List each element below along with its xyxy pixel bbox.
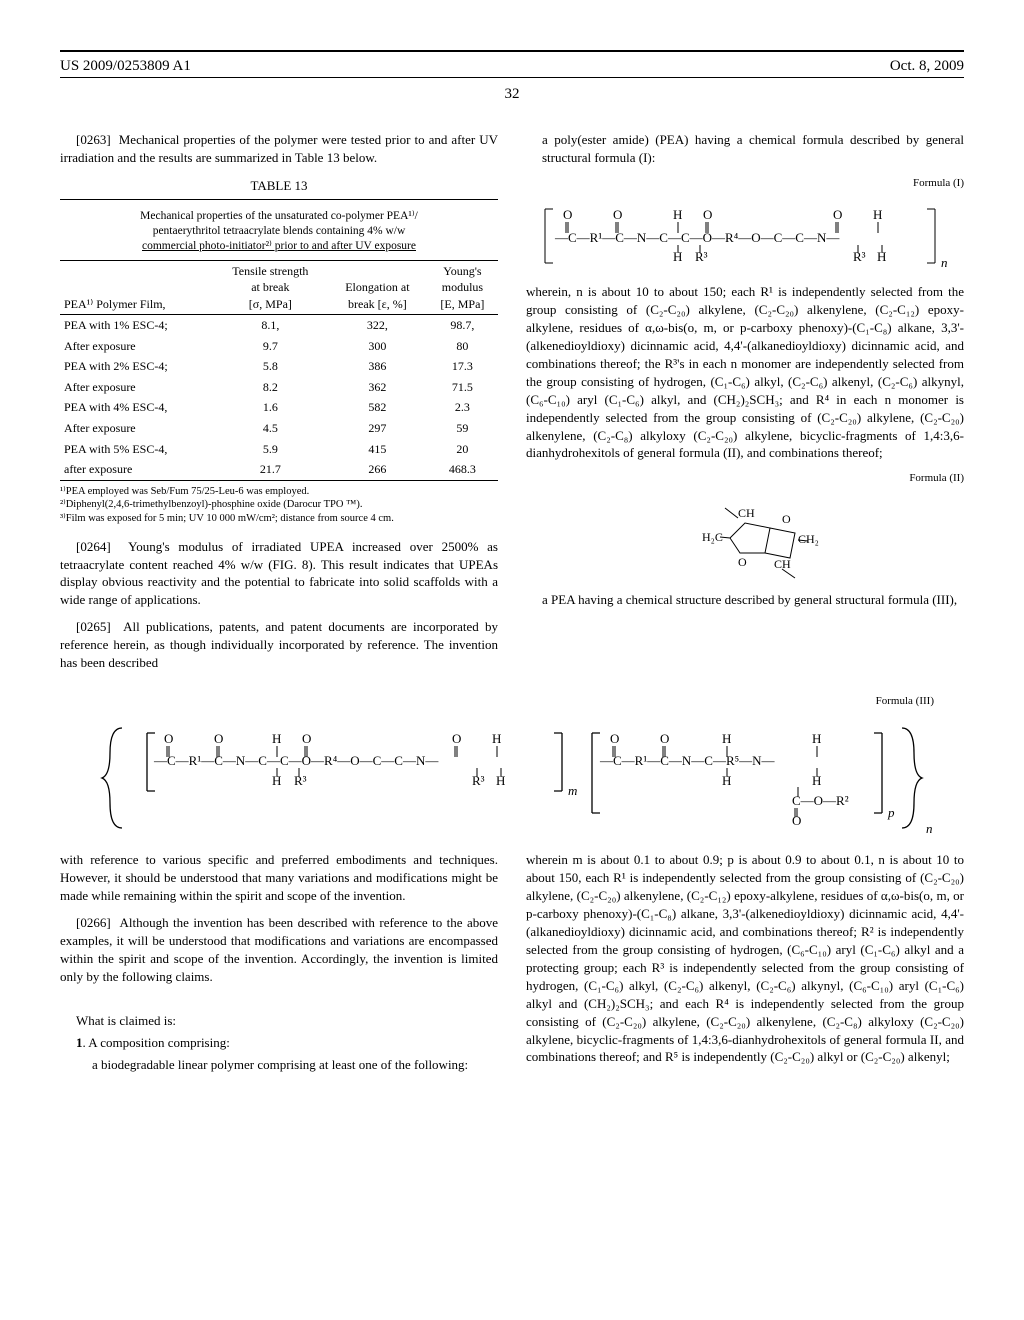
- pea-intro: a poly(ester amide) (PEA) having a chemi…: [526, 131, 964, 167]
- formula-2: CH O H₂C CH₂ O CH: [526, 493, 964, 583]
- lower-right-column: wherein m is about 0.1 to about 0.9; p i…: [526, 851, 964, 1077]
- claims-intro: What is claimed is:: [60, 1012, 498, 1030]
- formula2-label: Formula (II): [526, 471, 964, 486]
- table-row: After exposure8.236271.5: [60, 377, 498, 398]
- svg-text:CH₂: CH₂: [798, 532, 819, 546]
- publication-date: Oct. 8, 2009: [890, 58, 964, 75]
- svg-text:H: H: [812, 731, 821, 746]
- formula1-label: Formula (I): [526, 176, 964, 191]
- claim-1-sub: a biodegradable linear polymer comprisin…: [60, 1056, 498, 1074]
- svg-text:CH: CH: [738, 506, 755, 520]
- svg-text:R³: R³: [472, 773, 485, 788]
- table-row: after exposure21.7266468.3: [60, 459, 498, 480]
- formula-1-svg: OOHOOH —C—R¹—C—N—C—C—O—R⁴—O—C—C—N— HR³R³…: [535, 197, 955, 275]
- claim-1: 1. A composition comprising:: [60, 1034, 498, 1052]
- upper-columns: [0263] Mechanical properties of the poly…: [60, 131, 964, 681]
- formula-3-svg: O O H O O H —C—R¹—C—N—C—C—O—R⁴—O—C—C—N— H R³ R³…: [92, 713, 932, 843]
- th-film: PEA¹⁾ Polymer Film,: [60, 260, 213, 315]
- formula-1: OOHOOH —C—R¹—C—N—C—C—O—R⁴—O—C—C—N— HR³R³…: [526, 197, 964, 275]
- footnote-1: ¹⁾PEA employed was Seb/Fum 75/25-Leu-6 w…: [60, 485, 498, 499]
- svg-text:n: n: [926, 821, 932, 836]
- lower-columns: with reference to various specific and p…: [60, 851, 964, 1077]
- svg-text:—C—R¹—C—N—C—R⁵—N—: —C—R¹—C—N—C—R⁵—N—: [599, 753, 776, 768]
- table-13: Mechanical properties of the unsaturated…: [60, 199, 498, 481]
- para-0266-text: Although the invention has been describe…: [60, 915, 498, 984]
- formula-2-svg: CH O H₂C CH₂ O CH: [690, 493, 830, 583]
- svg-text:O: O: [833, 207, 842, 222]
- para-0264-text: Young's modulus of irradiated UPEA incre…: [60, 539, 498, 608]
- para-0266: [0266] Although the invention has been d…: [60, 914, 498, 986]
- claims-section: What is claimed is: 1. A composition com…: [60, 1012, 498, 1074]
- lower-left-column: with reference to various specific and p…: [60, 851, 498, 1077]
- claim-1-text: . A composition comprising:: [83, 1035, 230, 1050]
- svg-text:R³: R³: [294, 773, 307, 788]
- para-0263: [0263] Mechanical properties of the poly…: [60, 131, 498, 167]
- svg-text:H: H: [722, 731, 731, 746]
- svg-text:R³: R³: [853, 249, 866, 264]
- para-0265-cont: with reference to various specific and p…: [60, 851, 498, 905]
- svg-text:O: O: [563, 207, 572, 222]
- pea-wherein: wherein, n is about 10 to about 150; eac…: [526, 283, 964, 462]
- svg-text:O: O: [610, 731, 619, 746]
- svg-text:—C—R¹—C—N—C—C—O—R⁴—O—C—C—N—: —C—R¹—C—N—C—C—O—R⁴—O—C—C—N—: [153, 753, 439, 768]
- para-num-0264: [0264]: [76, 539, 111, 554]
- table-row: After exposure4.529759: [60, 418, 498, 439]
- table-row: PEA with 1% ESC-4;8.1,322,98.7,: [60, 315, 498, 336]
- table13-caption: Mechanical properties of the unsaturated…: [64, 209, 494, 254]
- th-elongation: Elongation atbreak [ε, %]: [328, 260, 427, 315]
- patent-number: US 2009/0253809 A1: [60, 58, 191, 75]
- svg-text:H: H: [272, 731, 281, 746]
- table-row: PEA with 4% ESC-4,1.65822.3: [60, 397, 498, 418]
- th-youngs: Young'smodulus[E, MPa]: [427, 260, 498, 315]
- svg-text:R³: R³: [695, 249, 708, 264]
- formula3-block: Formula (III) OOHOOH —C—R¹—C—N—: [60, 695, 964, 843]
- para-0265-text: All publications, patents, and patent do…: [60, 619, 498, 670]
- para-num-0265: [0265]: [76, 619, 111, 634]
- footnote-3: ³⁾Film was exposed for 5 min; UV 10 000 …: [60, 512, 498, 526]
- patent-page: US 2009/0253809 A1 Oct. 8, 2009 32 [0263…: [0, 0, 1024, 1320]
- header-rule-bottom: [60, 77, 964, 78]
- pea3-intro: a PEA having a chemical structure descri…: [526, 591, 964, 609]
- svg-text:O: O: [302, 731, 311, 746]
- svg-text:O: O: [452, 731, 461, 746]
- svg-text:m: m: [568, 783, 577, 798]
- table13-label: TABLE 13: [60, 177, 498, 195]
- svg-text:O: O: [214, 731, 223, 746]
- table13-header-row: PEA¹⁾ Polymer Film, Tensile strengthat b…: [60, 260, 498, 315]
- page-header: US 2009/0253809 A1 Oct. 8, 2009: [60, 58, 964, 75]
- svg-text:O: O: [738, 555, 747, 569]
- table13-footnotes: ¹⁾PEA employed was Seb/Fum 75/25-Leu-6 w…: [60, 485, 498, 526]
- table-row: After exposure9.730080: [60, 336, 498, 357]
- th-tensile: Tensile strengthat break[σ, MPa]: [213, 260, 328, 315]
- svg-text:p: p: [887, 805, 895, 820]
- svg-text:H: H: [673, 207, 682, 222]
- svg-text:O: O: [613, 207, 622, 222]
- svg-text:H₂C: H₂C: [702, 530, 723, 544]
- svg-text:O: O: [164, 731, 173, 746]
- table-row: PEA with 5% ESC-4,5.941520: [60, 439, 498, 460]
- page-number: 32: [60, 86, 964, 103]
- para-0263-text: Mechanical properties of the polymer wer…: [60, 132, 498, 165]
- svg-text:—C—R¹—C—N—C—C—O—R⁴—O—C—C—N—: —C—R¹—C—N—C—C—O—R⁴—O—C—C—N—: [554, 230, 840, 245]
- svg-text:C—O—R²: C—O—R²: [792, 793, 849, 808]
- svg-text:O: O: [703, 207, 712, 222]
- formula3-wherein: wherein m is about 0.1 to about 0.9; p i…: [526, 851, 964, 1066]
- svg-text:H: H: [492, 731, 501, 746]
- para-num-0266: [0266]: [76, 915, 111, 930]
- header-rule-top: [60, 50, 964, 52]
- left-column: [0263] Mechanical properties of the poly…: [60, 131, 498, 681]
- svg-text:O: O: [782, 512, 791, 526]
- para-num-0263: [0263]: [76, 132, 111, 147]
- formula3-label: Formula (III): [60, 695, 964, 707]
- para-0264: [0264] Young's modulus of irradiated UPE…: [60, 538, 498, 610]
- formula-3: O O H O O H —C—R¹—C—N—C—C—O—R⁴—O—C—C—N— H R³ R³…: [60, 713, 964, 843]
- svg-text:H: H: [873, 207, 882, 222]
- svg-text:n: n: [941, 255, 948, 270]
- footnote-2: ²⁾Diphenyl(2,4,6-trimethylbenzoyl)-phosp…: [60, 498, 498, 512]
- table-row: PEA with 2% ESC-4;5.838617.3: [60, 356, 498, 377]
- para-0265: [0265] All publications, patents, and pa…: [60, 618, 498, 672]
- right-column: a poly(ester amide) (PEA) having a chemi…: [526, 131, 964, 681]
- svg-text:O: O: [660, 731, 669, 746]
